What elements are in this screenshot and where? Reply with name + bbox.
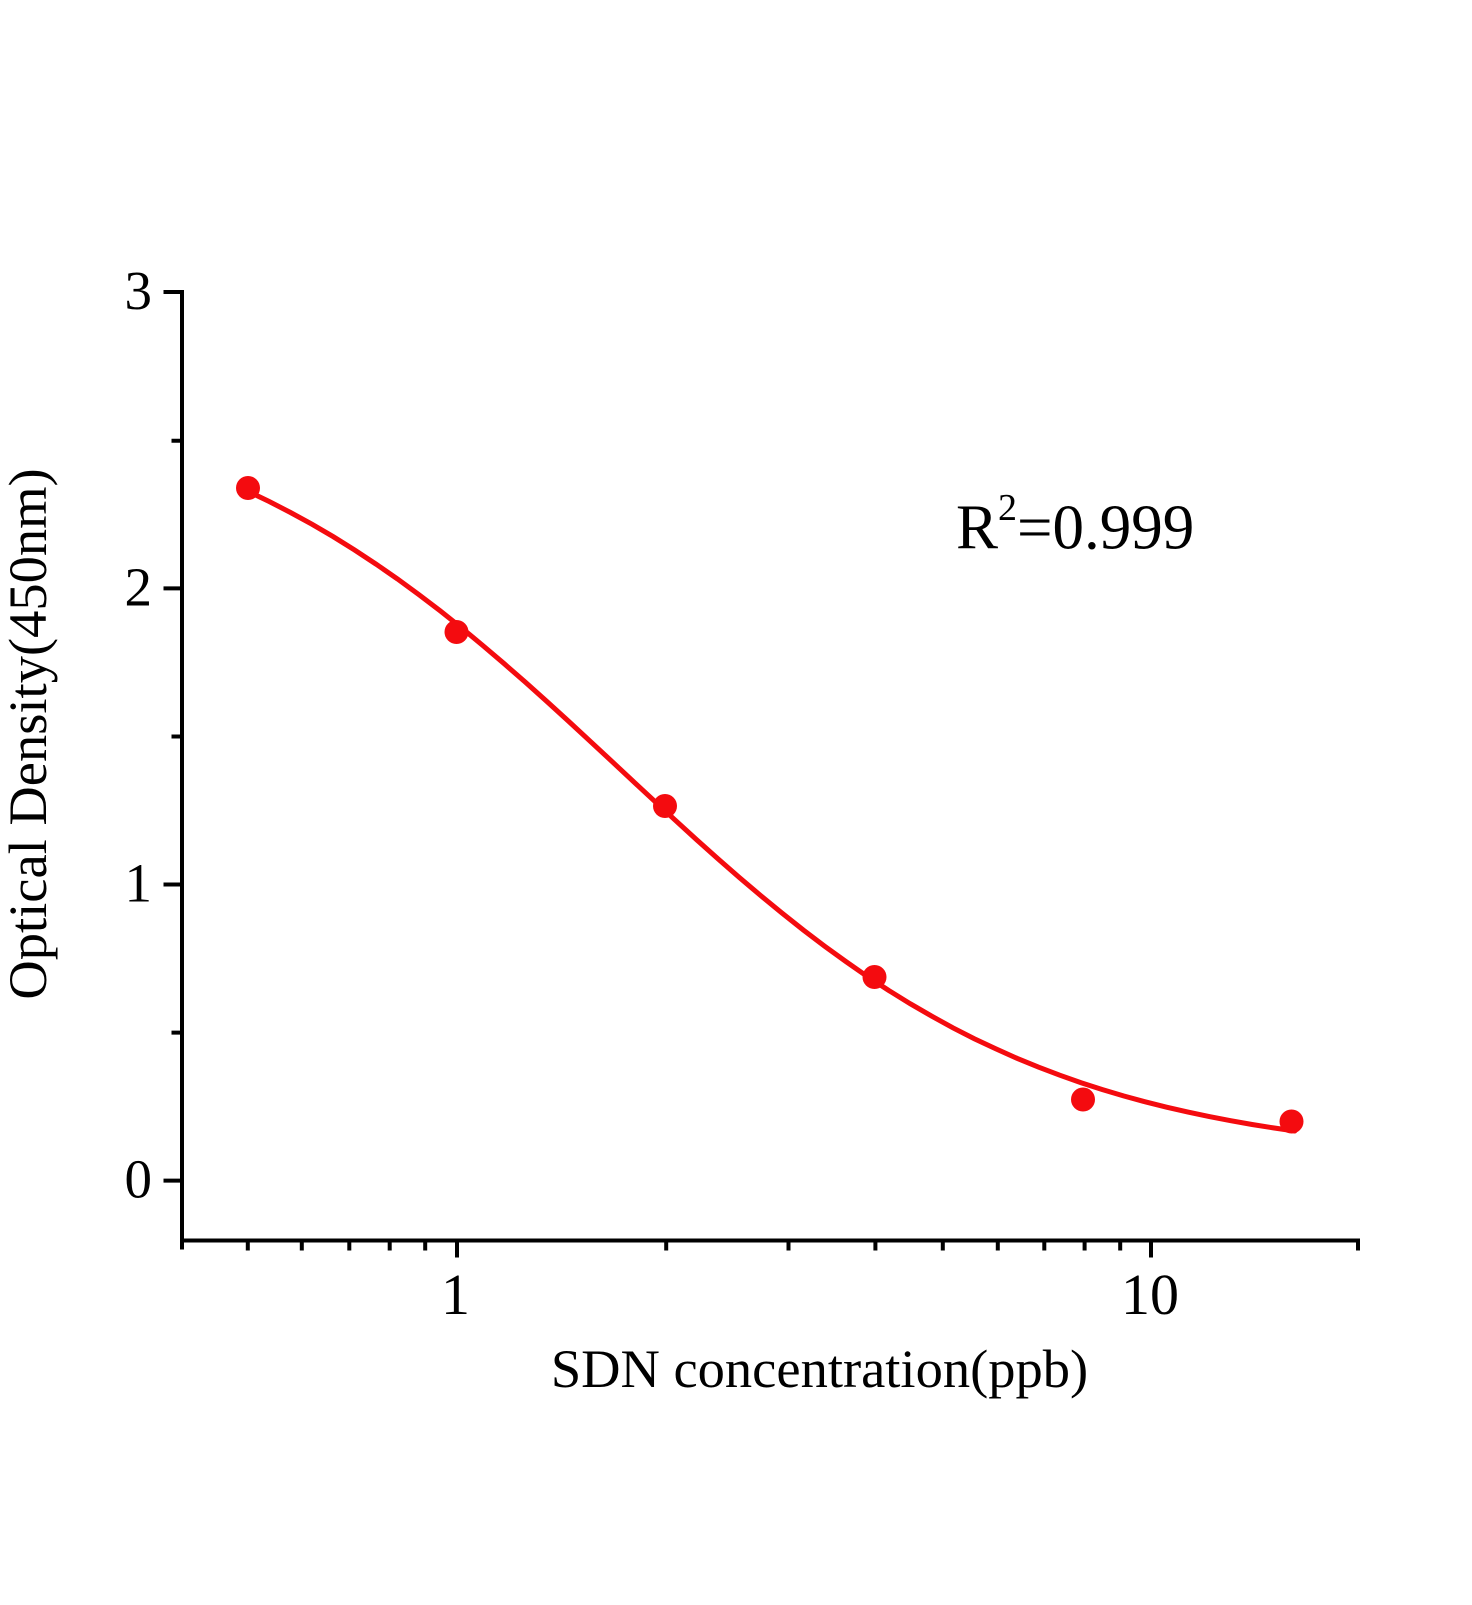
svg-text:10: 10: [1121, 1262, 1179, 1327]
svg-text:SDN concentration(ppb): SDN concentration(ppb): [551, 1338, 1088, 1399]
svg-text:Optical Density(450nm): Optical Density(450nm): [0, 468, 58, 999]
svg-text:R2=0.999: R2=0.999: [956, 487, 1194, 563]
svg-text:1: 1: [125, 853, 153, 914]
svg-text:0: 0: [125, 1149, 153, 1210]
svg-text:2: 2: [125, 556, 153, 617]
svg-text:1: 1: [441, 1262, 470, 1327]
svg-text:3: 3: [125, 260, 153, 321]
